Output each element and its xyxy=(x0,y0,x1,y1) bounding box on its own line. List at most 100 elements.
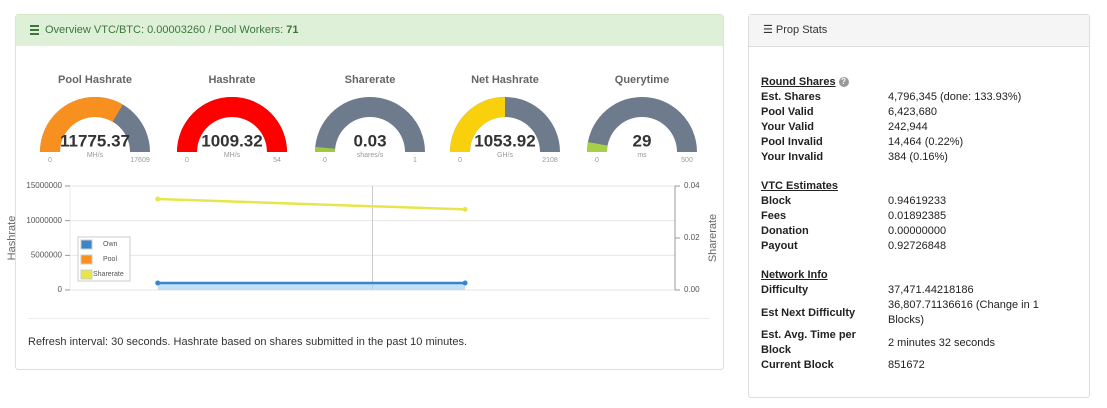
stats-row: Donation 0.00000000 xyxy=(761,224,1068,239)
stats-panel: ☰ Prop Stats Round Shares? Est. Shares 4,7… xyxy=(748,14,1090,398)
gauge-min: 0 xyxy=(458,157,462,164)
series-point xyxy=(462,206,468,212)
gauge-fill xyxy=(314,146,336,152)
gauge-value: 1009.32 xyxy=(201,131,262,150)
gauge-fill xyxy=(177,97,287,152)
stats-key: Est Next Difficulty xyxy=(761,306,856,319)
gauge-value: 1053.92 xyxy=(474,131,535,150)
stats-row: Current Block 851672 xyxy=(761,358,1068,373)
gauge-max: 1 xyxy=(413,157,417,164)
gauge-value: 29 xyxy=(633,131,652,150)
gauge-max: 2108 xyxy=(542,157,558,164)
gauge-fill xyxy=(450,97,505,152)
stats-key: Pool Invalid xyxy=(761,136,823,148)
stats-key: Your Invalid xyxy=(761,151,824,163)
y2-axis-title: Sharerate xyxy=(707,214,719,262)
gauge-min: 0 xyxy=(323,157,327,164)
legend-label: Pool xyxy=(103,256,117,263)
stats-value: 0.01892385 xyxy=(888,210,947,222)
stats-key: Your Valid xyxy=(761,121,814,133)
stats-header: ☰ Prop Stats xyxy=(749,15,1089,47)
gauge-label: Pool Hashrate xyxy=(58,74,132,86)
stats-section: Round Shares? Est. Shares 4,796,345 (done:… xyxy=(761,75,1089,165)
legend-label: Sharerate xyxy=(93,271,124,278)
stats-section: VTC Estimates Block 0.94619233 Fees 0.018923… xyxy=(761,179,1089,254)
overview-title: Overview VTC/BTC: 0.00003260 / Pool Work… xyxy=(45,24,283,36)
stats-value: 384 (0.16%) xyxy=(888,151,948,163)
stats-row: Est. Shares 4,796,345 (done: 133.93%) xyxy=(761,90,1068,105)
gauge-unit: MH/s xyxy=(87,152,104,159)
section-heading: Round Shares? xyxy=(761,75,1089,90)
section-heading: VTC Estimates xyxy=(761,179,1089,194)
footer-text: Refresh interval: 30 seconds. Hashrate b… xyxy=(28,336,467,348)
gauge-min: 0 xyxy=(185,157,189,164)
legend-label: Own xyxy=(103,241,118,248)
legend-swatch xyxy=(80,269,93,280)
gauge-max: 54 xyxy=(273,157,281,164)
gauge-min: 0 xyxy=(48,157,52,164)
gauge-value: 0.03 xyxy=(353,131,386,150)
gauge-max: 17609 xyxy=(130,157,150,164)
gauge-unit: ms xyxy=(637,152,647,159)
legend-swatch xyxy=(80,254,93,265)
y-tick-label: 0 xyxy=(58,285,63,294)
series-point xyxy=(155,196,161,202)
series-area xyxy=(157,283,466,290)
gauge-unit: MH/s xyxy=(224,152,241,159)
section-heading: Network Info xyxy=(761,268,1089,283)
stats-key: Est. Avg. Time per Block xyxy=(761,329,856,356)
y2-tick-label: 0.00 xyxy=(684,285,700,294)
gauge-label: Sharerate xyxy=(345,74,396,86)
series-point xyxy=(155,280,161,286)
stats-row: Your Valid 242,944 xyxy=(761,120,1068,135)
y-tick-label: 10000000 xyxy=(26,216,62,225)
stats-key: Est. Shares xyxy=(761,91,821,103)
stats-row: Your Invalid 384 (0.16%) xyxy=(761,150,1068,165)
stats-row: Pool Valid 6,423,680 xyxy=(761,105,1068,120)
y-tick-label: 5000000 xyxy=(31,250,63,259)
stats-key: Pool Valid xyxy=(761,106,814,118)
gauge-unit: GH/s xyxy=(497,152,513,159)
stats-value: 0.94619233 xyxy=(888,195,947,207)
gauge-fill xyxy=(587,142,608,152)
series-point xyxy=(462,280,468,286)
stats-value: 0.00000000 xyxy=(888,225,947,237)
stats-table: Block 0.94619233 Fees 0.01892385 Donation 0.0… xyxy=(761,194,1068,254)
gauge-max: 500 xyxy=(681,157,693,164)
stats-key: Block xyxy=(761,195,791,207)
gauge-label: Querytime xyxy=(615,74,669,86)
y-tick-label: 15000000 xyxy=(26,181,62,190)
stats-row: Block 0.94619233 xyxy=(761,194,1068,209)
gauge-label: Net Hashrate xyxy=(471,74,539,86)
y2-tick-label: 0.02 xyxy=(684,233,700,242)
stats-row: Difficulty 37,471.44218186 xyxy=(761,283,1068,298)
stats-key: Current Block xyxy=(761,359,834,371)
series-line xyxy=(157,197,466,211)
gauge-unit: shares/s xyxy=(357,152,384,159)
stats-key: Payout xyxy=(761,240,798,252)
stats-row: Fees 0.01892385 xyxy=(761,209,1068,224)
stats-value: 36,807.71136616 (Change in 1 Blocks) xyxy=(888,299,1039,326)
stats-value: 4,796,345 (done: 133.93%) xyxy=(888,91,1022,103)
stats-row: Pool Invalid 14,464 (0.22%) xyxy=(761,135,1068,150)
stats-value: 6,423,680 xyxy=(888,106,937,118)
gauge-value: 11775.37 xyxy=(60,131,130,150)
worker-count: 71 xyxy=(286,24,298,36)
stats-value: 242,944 xyxy=(888,121,928,133)
svg-text:Overview VTC/BTC: 0.00003260 /: Overview VTC/BTC: 0.00003260 / Pool Work… xyxy=(45,24,299,36)
panel-header xyxy=(16,15,723,46)
gauge-track xyxy=(587,97,697,152)
stats-value: 0.92726848 xyxy=(888,240,947,252)
stats-row: Est. Avg. Time per Block 2 minutes 32 sec… xyxy=(761,328,1068,358)
info-icon: ? xyxy=(838,77,849,88)
stats-key: Fees xyxy=(761,210,787,222)
stats-table: Difficulty 37,471.44218186 Est Next Diffic… xyxy=(761,283,1068,373)
stats-value: 14,464 (0.22%) xyxy=(888,136,964,148)
stats-row: Est Next Difficulty 36,807.71136616 (Chan… xyxy=(761,298,1068,328)
stats-title: Prop Stats xyxy=(775,24,828,36)
stats-key: Donation xyxy=(761,225,809,237)
legend-swatch xyxy=(80,239,93,250)
y-axis-title: Hashrate xyxy=(6,216,18,261)
